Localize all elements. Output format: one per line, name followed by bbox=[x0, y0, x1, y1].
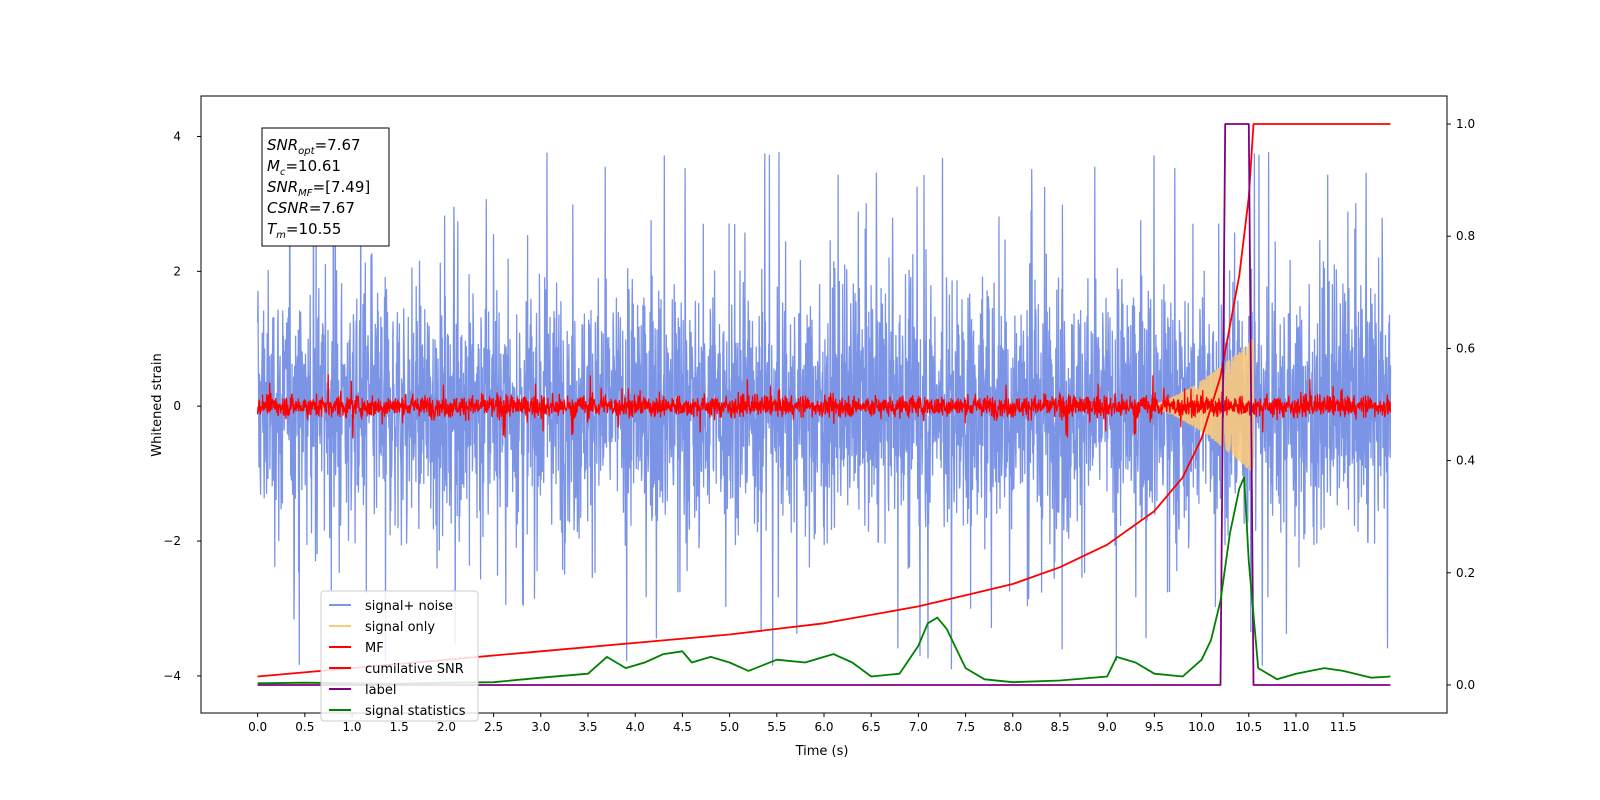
x-tick-label: 6.5 bbox=[862, 720, 881, 734]
series-line-signal-statistics bbox=[257, 476, 1391, 685]
legend-label-signal-noise: signal+ noise bbox=[365, 599, 453, 614]
info-value: =10.61 bbox=[285, 157, 341, 175]
x-tick-label: 7.0 bbox=[909, 720, 928, 734]
y-right-tick-label: 0.2 bbox=[1456, 566, 1475, 580]
legend: signal+ noise signal only MF cumilative SNR… bbox=[320, 590, 479, 722]
y-left-tick-label: −2 bbox=[163, 534, 181, 548]
series-layer bbox=[256, 123, 1392, 686]
x-tick-label: 11.5 bbox=[1330, 720, 1357, 734]
x-tick-label: 1.5 bbox=[390, 720, 409, 734]
x-tick-label: 2.0 bbox=[437, 720, 456, 734]
y-axis-right: 1.0 0.8 0.6 0.4 0.2 0.0 bbox=[1447, 117, 1475, 692]
x-tick-label: 4.5 bbox=[673, 720, 692, 734]
info-symbol: CSNR bbox=[267, 199, 309, 217]
x-tick-label: 3.5 bbox=[578, 720, 597, 734]
info-line: SNRopt=7.67 bbox=[267, 136, 361, 157]
y-right-tick-label: 0.0 bbox=[1456, 678, 1475, 692]
legend-label-signal-only: signal only bbox=[365, 620, 435, 635]
info-subscript: c bbox=[280, 167, 286, 178]
series-line-label bbox=[257, 123, 1391, 686]
y-right-tick-label: 0.4 bbox=[1456, 454, 1475, 468]
x-tick-label: 11.0 bbox=[1283, 720, 1310, 734]
x-tick-label: 6.0 bbox=[814, 720, 833, 734]
info-subscript: MF bbox=[298, 188, 313, 199]
x-tick-label: 3.0 bbox=[531, 720, 550, 734]
info-line: CSNR=7.67 bbox=[267, 199, 355, 217]
x-tick-label: 7.5 bbox=[956, 720, 975, 734]
x-tick-label: 5.0 bbox=[720, 720, 739, 734]
legend-frame bbox=[320, 590, 479, 722]
info-value: =10.55 bbox=[286, 220, 342, 238]
info-subscript: opt bbox=[298, 146, 315, 157]
info-symbol: M bbox=[267, 157, 280, 175]
info-value: =[7.49] bbox=[313, 178, 371, 196]
x-tick-label: 8.0 bbox=[1003, 720, 1022, 734]
x-tick-label: 10.0 bbox=[1188, 720, 1215, 734]
x-tick-label: 8.5 bbox=[1050, 720, 1069, 734]
y-left-tick-label: 0 bbox=[173, 399, 181, 413]
x-tick-label: 9.5 bbox=[1145, 720, 1164, 734]
legend-label-mf: MF bbox=[365, 641, 384, 656]
x-tick-label: 0.0 bbox=[248, 720, 267, 734]
x-tick-label: 4.0 bbox=[626, 720, 645, 734]
x-tick-label: 1.0 bbox=[342, 720, 361, 734]
x-tick-label: 10.5 bbox=[1235, 720, 1262, 734]
x-tick-label: 5.5 bbox=[767, 720, 786, 734]
y-left-tick-label: 2 bbox=[173, 264, 181, 278]
info-line: Mc=10.61 bbox=[267, 157, 341, 178]
info-subscript: m bbox=[276, 230, 286, 241]
x-tick-label: 0.5 bbox=[295, 720, 314, 734]
info-box: SNRopt=7.67Mc=10.61SNRMF=[7.49]CSNR=7.67… bbox=[261, 127, 390, 247]
legend-label-cumilative-snr: cumilative SNR bbox=[365, 662, 464, 677]
info-line: Tm=10.55 bbox=[267, 220, 341, 241]
info-box-frame bbox=[261, 127, 390, 247]
info-line: SNRMF=[7.49] bbox=[267, 178, 370, 199]
series-line-mf bbox=[256, 374, 1392, 438]
info-value: =7.67 bbox=[315, 136, 361, 154]
legend-label-signal-statistics: signal statistics bbox=[365, 704, 466, 719]
x-tick-label: 2.5 bbox=[484, 720, 503, 734]
y-axis-title: Whitened strain bbox=[150, 353, 165, 456]
x-axis: 0.0 0.5 1.0 1.5 2.0 2.5 3.0 3.5 4.0 4.5 5.0 5.5 6.0 6… bbox=[248, 713, 1357, 734]
series-line-cumilative-snr bbox=[257, 123, 1391, 678]
y-left-tick-label: 4 bbox=[173, 129, 181, 143]
info-symbol: T bbox=[267, 220, 278, 238]
y-right-tick-label: 0.8 bbox=[1456, 229, 1475, 243]
y-axis-left: 4 2 0 −2 −4 bbox=[163, 129, 201, 683]
y-left-tick-label: −4 bbox=[163, 669, 181, 683]
x-tick-label: 9.0 bbox=[1098, 720, 1117, 734]
info-value: =7.67 bbox=[309, 199, 355, 217]
y-right-tick-label: 1.0 bbox=[1456, 117, 1475, 131]
x-axis-title: Time (s) bbox=[795, 744, 849, 759]
y-right-tick-label: 0.6 bbox=[1456, 341, 1475, 355]
info-symbol: SNR bbox=[267, 136, 298, 154]
legend-label-label: label bbox=[365, 683, 396, 698]
info-symbol: SNR bbox=[267, 178, 298, 196]
